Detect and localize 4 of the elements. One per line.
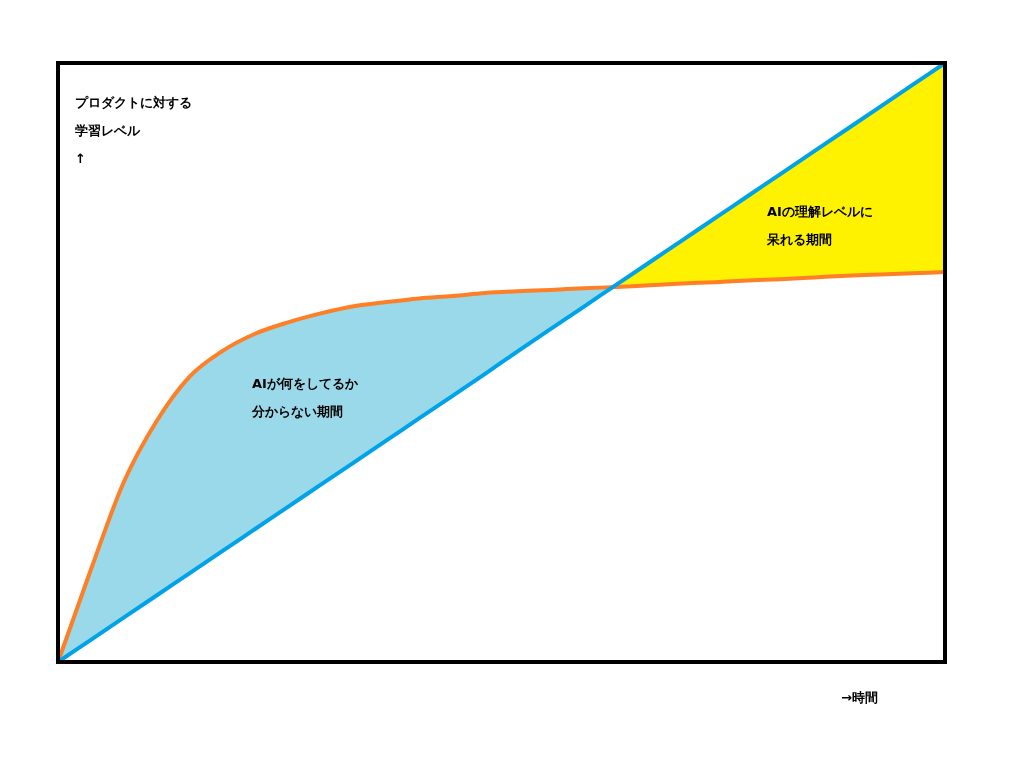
annotation: AIが何をしてるか分からない期間 <box>251 376 359 419</box>
annotation: AIの理解レベルに呆れる期間 <box>766 204 873 247</box>
x-axis-title: →時間 <box>841 690 878 705</box>
y-axis-title: プロダクトに対する学習レベル↑ <box>75 95 192 166</box>
